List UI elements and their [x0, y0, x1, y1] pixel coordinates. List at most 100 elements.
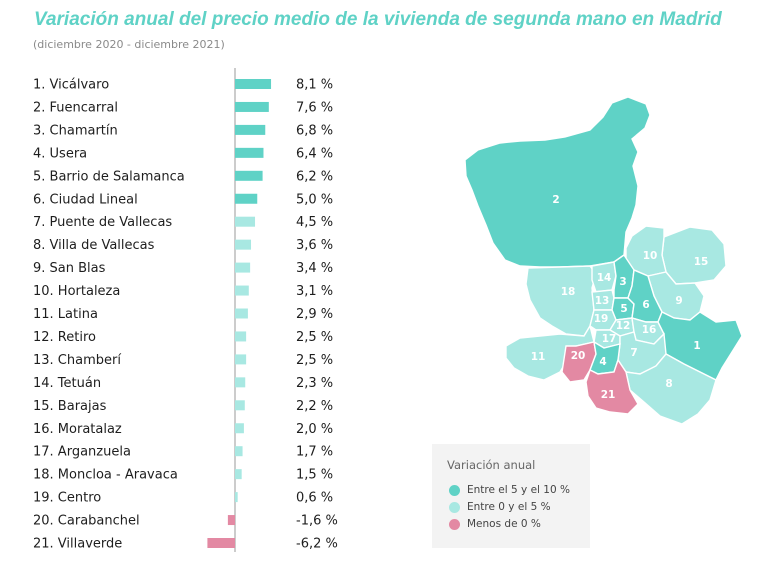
value-label: 3,4 % — [296, 261, 333, 276]
category-label: 15. Barajas — [33, 399, 107, 414]
category-label: 21. Villaverde — [33, 537, 122, 552]
category-label: 17. Arganzuela — [33, 445, 131, 460]
bar — [235, 354, 247, 365]
bar — [235, 331, 247, 342]
value-label: 7,6 % — [296, 100, 333, 115]
category-label: 7. Puente de Vallecas — [33, 215, 172, 230]
value-label: -1,6 % — [296, 514, 338, 529]
value-label: 6,4 % — [296, 146, 333, 161]
category-label: 3. Chamartín — [33, 123, 118, 138]
value-label: 2,5 % — [296, 330, 333, 345]
category-label: 20. Carabanchel — [33, 514, 140, 529]
category-label: 16. Moratalaz — [33, 422, 122, 437]
value-label: 2,9 % — [296, 307, 333, 322]
legend: Variación anual Entre el 5 y el 10 % Ent… — [432, 444, 590, 548]
map-label-4: 4 — [599, 356, 606, 368]
value-label: 2,5 % — [296, 353, 333, 368]
map-label-11: 11 — [531, 351, 546, 363]
category-label: 6. Ciudad Lineal — [33, 192, 138, 207]
bar — [235, 492, 238, 503]
value-label: 4,5 % — [296, 215, 333, 230]
bar — [235, 147, 264, 158]
map-label-7: 7 — [630, 347, 637, 359]
map-label-19: 19 — [594, 313, 609, 325]
bar — [235, 377, 246, 388]
map-district-18 — [525, 265, 597, 337]
map-label-18: 18 — [561, 286, 576, 298]
category-label: 9. San Blas — [33, 261, 106, 276]
map-label-2: 2 — [552, 194, 559, 206]
bar — [235, 101, 269, 112]
category-label: 11. Latina — [33, 307, 98, 322]
category-label: 14. Tetuán — [33, 376, 101, 391]
map-label-6: 6 — [642, 299, 649, 311]
value-label: 6,8 % — [296, 123, 333, 138]
map-label-3: 3 — [619, 276, 626, 288]
legend-swatch-negative — [449, 518, 460, 530]
value-label: 2,0 % — [296, 422, 333, 437]
bar — [235, 423, 244, 434]
value-label: 2,2 % — [296, 399, 333, 414]
bar — [235, 469, 242, 480]
value-label: 0,6 % — [296, 491, 333, 506]
map-label-1: 1 — [693, 340, 700, 352]
bar — [235, 262, 251, 273]
map-label-12: 12 — [616, 320, 631, 332]
value-label: 2,3 % — [296, 376, 333, 391]
bar — [235, 446, 243, 457]
legend-label-negative: Menos de 0 % — [467, 518, 541, 530]
value-label: 3,6 % — [296, 238, 333, 253]
bar — [235, 124, 266, 135]
bar — [235, 216, 256, 227]
value-label: -6,2 % — [296, 537, 338, 552]
category-label: 1. Vicálvaro — [33, 78, 109, 93]
map-label-5: 5 — [620, 303, 627, 315]
legend-label-high: Entre el 5 y el 10 % — [467, 484, 570, 496]
bar — [235, 79, 272, 89]
bar — [235, 400, 245, 411]
value-label: 6,2 % — [296, 169, 333, 184]
bar — [235, 239, 252, 250]
value-label: 1,5 % — [296, 468, 333, 483]
map-district-2 — [464, 96, 651, 268]
map-label-8: 8 — [665, 378, 672, 390]
map-label-9: 9 — [675, 295, 682, 307]
value-label: 8,1 % — [296, 78, 333, 93]
madrid-district-map: 2 10 15 14 3 18 13 9 6 5 19 12 16 17 1 7… — [464, 96, 743, 425]
legend-title: Variación anual — [447, 458, 536, 472]
category-label: 10. Hortaleza — [33, 284, 120, 299]
legend-item-negative: Menos de 0 % — [449, 517, 541, 531]
legend-swatch-mid — [449, 501, 460, 513]
map-label-17: 17 — [602, 333, 617, 345]
map-district-8 — [625, 353, 717, 425]
map-label-10: 10 — [643, 250, 658, 262]
value-label: 5,0 % — [296, 192, 333, 207]
category-label: 13. Chamberí — [33, 353, 121, 368]
bar — [235, 285, 249, 296]
map-label-14: 14 — [597, 272, 612, 284]
bar — [227, 515, 235, 526]
legend-label-mid: Entre 0 y el 5 % — [467, 501, 551, 513]
map-label-21: 21 — [601, 389, 616, 401]
bar — [235, 308, 248, 319]
legend-swatch-high — [449, 484, 460, 496]
legend-item-mid: Entre 0 y el 5 % — [449, 500, 551, 514]
category-label: 4. Usera — [33, 146, 87, 161]
bar — [235, 170, 263, 181]
map-label-20: 20 — [571, 350, 586, 362]
category-label: 8. Villa de Vallecas — [33, 238, 155, 253]
chart-title: Variación anual del precio medio de la v… — [34, 9, 722, 30]
map-label-16: 16 — [642, 324, 657, 336]
category-label: 18. Moncloa - Aravaca — [33, 468, 178, 483]
category-label: 2. Fuencarral — [33, 100, 118, 115]
legend-item-high: Entre el 5 y el 10 % — [449, 483, 570, 497]
category-label: 5. Barrio de Salamanca — [33, 169, 185, 184]
value-label: 1,7 % — [296, 445, 333, 460]
bar — [207, 538, 235, 548]
bar — [235, 193, 258, 204]
map-label-13: 13 — [595, 295, 610, 307]
map-label-15: 15 — [694, 256, 709, 268]
chart-subtitle: (diciembre 2020 - diciembre 2021) — [33, 38, 225, 51]
map-district-21 — [585, 358, 639, 415]
